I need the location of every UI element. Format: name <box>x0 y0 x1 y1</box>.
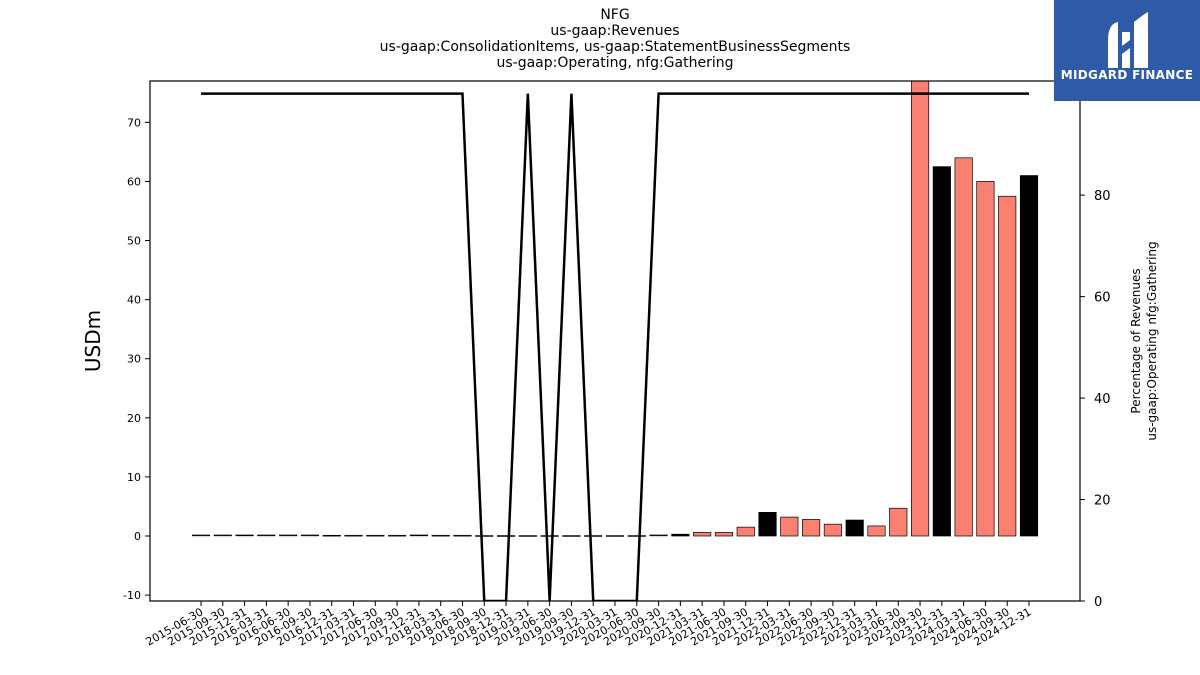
midgard-finance-logo: MIDGARD FINANCE <box>1054 0 1200 101</box>
bar <box>431 534 450 537</box>
y2-axis-label: Percentage of Revenues <box>1129 268 1143 413</box>
y-tick-label: 0 <box>134 530 141 543</box>
bar <box>409 534 428 537</box>
bar <box>366 534 385 537</box>
bar <box>344 534 363 537</box>
bar <box>649 534 668 537</box>
bar <box>932 166 951 537</box>
bar <box>584 535 603 537</box>
bar <box>279 534 298 537</box>
bar <box>475 535 494 537</box>
bar <box>191 534 211 537</box>
bar <box>802 519 821 537</box>
y-tick-label: 20 <box>127 412 141 425</box>
bar <box>693 532 712 537</box>
y2-tick-label: 60 <box>1094 291 1111 306</box>
y-tick-label: 40 <box>127 294 141 307</box>
bar <box>845 519 864 537</box>
y2-tick-label: 20 <box>1094 494 1111 509</box>
bar <box>453 534 472 537</box>
bar <box>758 512 777 537</box>
bar <box>257 534 276 537</box>
bar <box>889 507 908 537</box>
bar <box>954 157 973 537</box>
title-line-4: us-gaap:Operating, nfg:Gathering <box>496 55 734 71</box>
bar <box>1019 175 1039 537</box>
y-axis-label: USDm <box>81 310 105 372</box>
bar <box>627 535 646 537</box>
logo-text: MIDGARD FINANCE <box>1060 68 1194 82</box>
bar <box>496 535 516 537</box>
y-tick-label: 30 <box>127 353 141 366</box>
bar <box>322 534 341 537</box>
title-line-3: us-gaap:ConsolidationItems, us-gaap:Stat… <box>379 39 851 55</box>
bar <box>540 535 559 537</box>
bar <box>976 181 995 537</box>
bar <box>518 535 537 537</box>
y-tick-label: 50 <box>127 235 141 248</box>
y2-tick-label: 80 <box>1094 189 1111 204</box>
percentage-line <box>201 92 1029 601</box>
y-tick-label: 10 <box>127 471 141 484</box>
bar <box>714 532 734 537</box>
bar <box>671 533 690 537</box>
bar <box>605 535 625 537</box>
bar <box>736 526 755 537</box>
y2-tick-label: 40 <box>1094 392 1111 407</box>
bar <box>823 523 842 537</box>
logo-mark-icon <box>1108 12 1148 68</box>
y-tick-label: 70 <box>127 116 141 129</box>
bar <box>388 534 407 537</box>
bar <box>235 534 254 537</box>
bar <box>780 516 799 537</box>
bar <box>867 525 886 537</box>
y2-axis-label: us-gaap:Operating nfg:Gathering <box>1145 241 1159 440</box>
bar <box>562 535 581 537</box>
bar <box>998 195 1017 537</box>
y-tick-label: -10 <box>123 589 141 602</box>
bar <box>910 81 930 537</box>
y2-tick-label: 0 <box>1094 595 1102 610</box>
bar <box>300 534 320 537</box>
title-line-1: NFG <box>600 7 630 23</box>
bar <box>213 534 232 537</box>
y-tick-label: 60 <box>127 175 141 188</box>
title-line-2: us-gaap:Revenues <box>550 23 680 39</box>
